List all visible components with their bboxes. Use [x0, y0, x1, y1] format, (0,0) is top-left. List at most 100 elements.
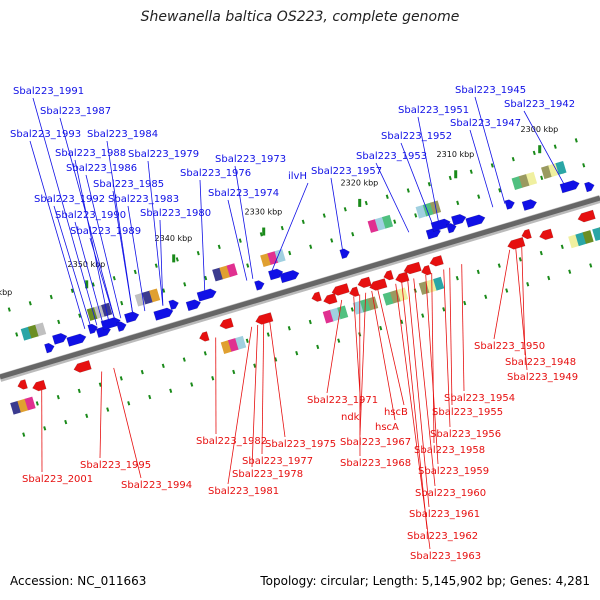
feature-block-reverse	[433, 276, 445, 291]
tick-dot	[56, 394, 60, 400]
forward-gene-label: Sbal223_1992	[34, 194, 105, 205]
forward-gene-arrow-shape	[153, 307, 174, 321]
reverse-gene-label: Sbal223_1955	[432, 407, 503, 418]
reverse-gene-arrow	[395, 271, 410, 284]
tick-dot	[505, 288, 509, 293]
feature-block-forward	[555, 161, 567, 175]
reverse-gene-arrow-shape	[323, 293, 338, 305]
forward-gene-arrow	[44, 342, 55, 354]
tick-dot	[287, 326, 291, 331]
reverse-label-leader	[425, 274, 439, 465]
forward-gene-arrow	[504, 199, 515, 210]
tick-dot	[560, 244, 564, 250]
feature-block-forward	[149, 288, 161, 303]
tick-dot	[316, 344, 320, 350]
reverse-gene-label: ndk	[341, 412, 360, 423]
tick-dot	[518, 257, 522, 262]
reverse-label-leader	[251, 324, 259, 468]
tick-dot	[351, 232, 355, 237]
forward-gene-arrow	[153, 307, 174, 321]
reverse-label-leader	[371, 290, 396, 421]
forward-gene-label: Sbal223_1974	[208, 188, 279, 199]
reverse-gene-arrow-shape	[539, 228, 554, 241]
tick-dot	[497, 263, 501, 268]
tick-dot	[490, 163, 494, 168]
kbp-tick-mark	[85, 280, 89, 289]
forward-gene-arrow	[339, 248, 350, 260]
reverse-gene-label: hscB	[384, 407, 408, 418]
reverse-label-leader	[377, 289, 405, 406]
tick-dot	[70, 288, 74, 293]
kbp-tick-mark	[538, 145, 542, 154]
tick-dot	[85, 413, 89, 419]
reverse-gene-arrow	[357, 276, 372, 289]
forward-gene-arrow-shape	[521, 199, 538, 211]
forward-label-leader	[523, 110, 566, 186]
kbp-tick-mark	[454, 170, 458, 179]
forward-label-leader	[85, 174, 122, 319]
reverse-gene-label: Sbal223_1995	[80, 460, 151, 471]
reverse-gene-arrow-shape	[383, 269, 394, 281]
forward-gene-arrow-shape	[185, 299, 202, 312]
tick-dot	[22, 432, 26, 437]
tick-dot	[330, 238, 334, 243]
forward-label-leader	[417, 116, 440, 224]
forward-label-leader	[330, 177, 344, 252]
forward-gene-arrow	[51, 332, 68, 345]
tick-dot	[337, 338, 341, 343]
forward-label-leader	[112, 190, 134, 315]
reverse-gene-label: Sbal223_1978	[232, 469, 303, 480]
forward-gene-label: Sbal223_1947	[450, 118, 521, 129]
kbp-tick-label: 2360 kbp	[0, 288, 12, 297]
tick-dot	[455, 275, 459, 281]
tick-dot	[322, 213, 326, 218]
tick-dot	[112, 276, 116, 281]
forward-gene-label: Sbal223_1983	[108, 194, 179, 205]
reverse-gene-arrow	[331, 283, 350, 296]
reverse-gene-label: Sbal223_1981	[208, 486, 279, 497]
reverse-label-leader	[515, 247, 528, 371]
forward-gene-label: Sbal223_1984	[87, 129, 158, 140]
kbp-tick-mark	[172, 254, 176, 263]
tick-dot	[448, 175, 452, 181]
reverse-gene-label: Sbal223_1959	[418, 466, 489, 477]
tick-dot	[15, 332, 19, 337]
forward-label-leader	[127, 205, 146, 312]
reverse-gene-arrow-shape	[73, 360, 92, 373]
forward-gene-arrow	[123, 311, 140, 324]
reverse-gene-arrow-shape	[421, 264, 432, 276]
reverse-gene-arrow	[429, 255, 444, 267]
reverse-gene-label: Sbal223_1994	[121, 480, 192, 491]
forward-gene-arrow	[116, 321, 127, 332]
tick-dot	[266, 332, 270, 337]
reverse-gene-arrow-shape	[521, 228, 532, 240]
forward-label-leader	[234, 165, 254, 279]
tick-dot	[161, 363, 165, 369]
reverse-gene-arrow	[255, 312, 274, 325]
reverse-gene-arrow	[383, 269, 394, 281]
tick-dot	[196, 250, 200, 256]
forward-gene-arrow-shape	[584, 181, 595, 193]
reverse-gene-arrow-shape	[199, 331, 210, 342]
forward-label-leader	[29, 140, 86, 330]
tick-dot	[182, 357, 186, 362]
tick-dot	[238, 238, 242, 243]
reverse-label-leader	[359, 292, 367, 436]
kbp-tick-mark	[262, 227, 266, 236]
tick-dot	[246, 263, 250, 268]
tick-dot	[203, 351, 207, 356]
feature-block-forward	[35, 322, 47, 337]
reverse-gene-arrow	[349, 286, 360, 297]
reverse-gene-label: Sbal223_1982	[196, 436, 267, 447]
reverse-gene-arrow-shape	[395, 271, 410, 284]
kbp-tick-label: 2320 kbp	[341, 179, 379, 188]
forward-gene-label: Sbal223_1986	[66, 163, 137, 174]
kbp-tick-label: 2300 kbp	[521, 125, 559, 134]
tick-dot	[217, 244, 221, 250]
reverse-gene-arrow-shape	[219, 317, 234, 330]
forward-gene-label: Sbal223_1990	[55, 210, 126, 221]
reverse-gene-label: Sbal223_1960	[415, 488, 486, 499]
tick-dot	[532, 150, 536, 156]
forward-gene-label: Sbal223_1979	[128, 149, 199, 160]
reverse-gene-arrow	[311, 291, 322, 302]
